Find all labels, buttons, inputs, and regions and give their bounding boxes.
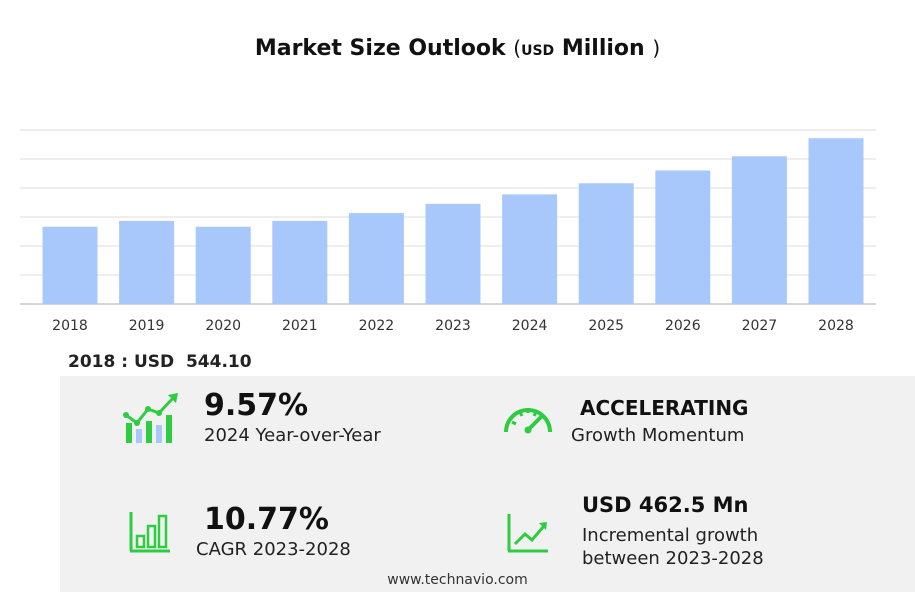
bar-2022 [348,213,404,304]
chart-title: Market Size Outlook (USD Million ) [0,36,915,61]
unit-big: Million [561,36,645,61]
source-footer: www.technavio.com [387,572,528,588]
momentum-value: ACCELERATING [580,396,749,420]
bar-2024 [502,194,558,304]
x-tick-label: 2018 [52,318,88,334]
x-tick-label: 2024 [512,318,548,334]
bar-2025 [578,183,634,304]
x-tick-label: 2023 [435,318,471,334]
momentum-label: Growth Momentum [571,425,745,446]
x-tick-label: 2026 [665,318,701,334]
speedometer-icon [504,408,552,434]
cagr-value: 10.77% [204,502,329,537]
x-tick-label: 2021 [282,318,318,334]
bar-2019 [119,220,175,304]
bar-chart: 2018 2019 2020 2021 2022 2023 2024 2025 2026 2027… [20,129,876,334]
x-tick-label: 2027 [742,318,778,334]
bar-2027 [731,156,787,304]
unit-close: ) [652,36,661,60]
bar-2026 [655,170,711,304]
unit-small: USD [521,43,555,59]
base-label: 2018 : USD [68,352,175,372]
yoy-stat: 9.57% 2024 Year-over-Year [204,388,381,446]
incremental-label-1: Incremental growth [582,525,759,546]
incremental-value: USD 462.5 Mn [582,493,749,517]
cagr-label: CAGR 2023-2028 [196,539,351,560]
incremental-stat: USD 462.5 Mn Incremental growth between … [582,493,764,569]
bar-2018 [42,226,98,304]
yoy-label: 2024 Year-over-Year [204,425,381,446]
stats-panel [60,376,915,592]
momentum-stat: ACCELERATING Growth Momentum [571,396,749,446]
growth-chart-icon [123,393,178,443]
unit-open: ( [513,36,522,60]
x-tick-label: 2022 [359,318,395,334]
x-tick-label: 2025 [588,318,624,334]
x-tick-label: 2019 [129,318,165,334]
bar-2023 [425,203,481,304]
bar-2020 [195,226,251,304]
cagr-stat: 10.77% CAGR 2023-2028 [196,502,351,560]
base-number: 544.10 [185,352,252,372]
yoy-value: 9.57% [204,388,309,423]
bar-chart-icon [129,512,170,553]
x-tick-label: 2028 [818,318,854,334]
bar-2021 [272,220,328,304]
trend-line-icon [507,514,548,553]
bar-2028 [808,138,864,304]
base-value: 2018 : USD 544.10 [68,352,252,372]
x-tick-label: 2020 [205,318,241,334]
title-text: Market Size Outlook [254,36,506,61]
incremental-label-2: between 2023-2028 [582,548,764,569]
